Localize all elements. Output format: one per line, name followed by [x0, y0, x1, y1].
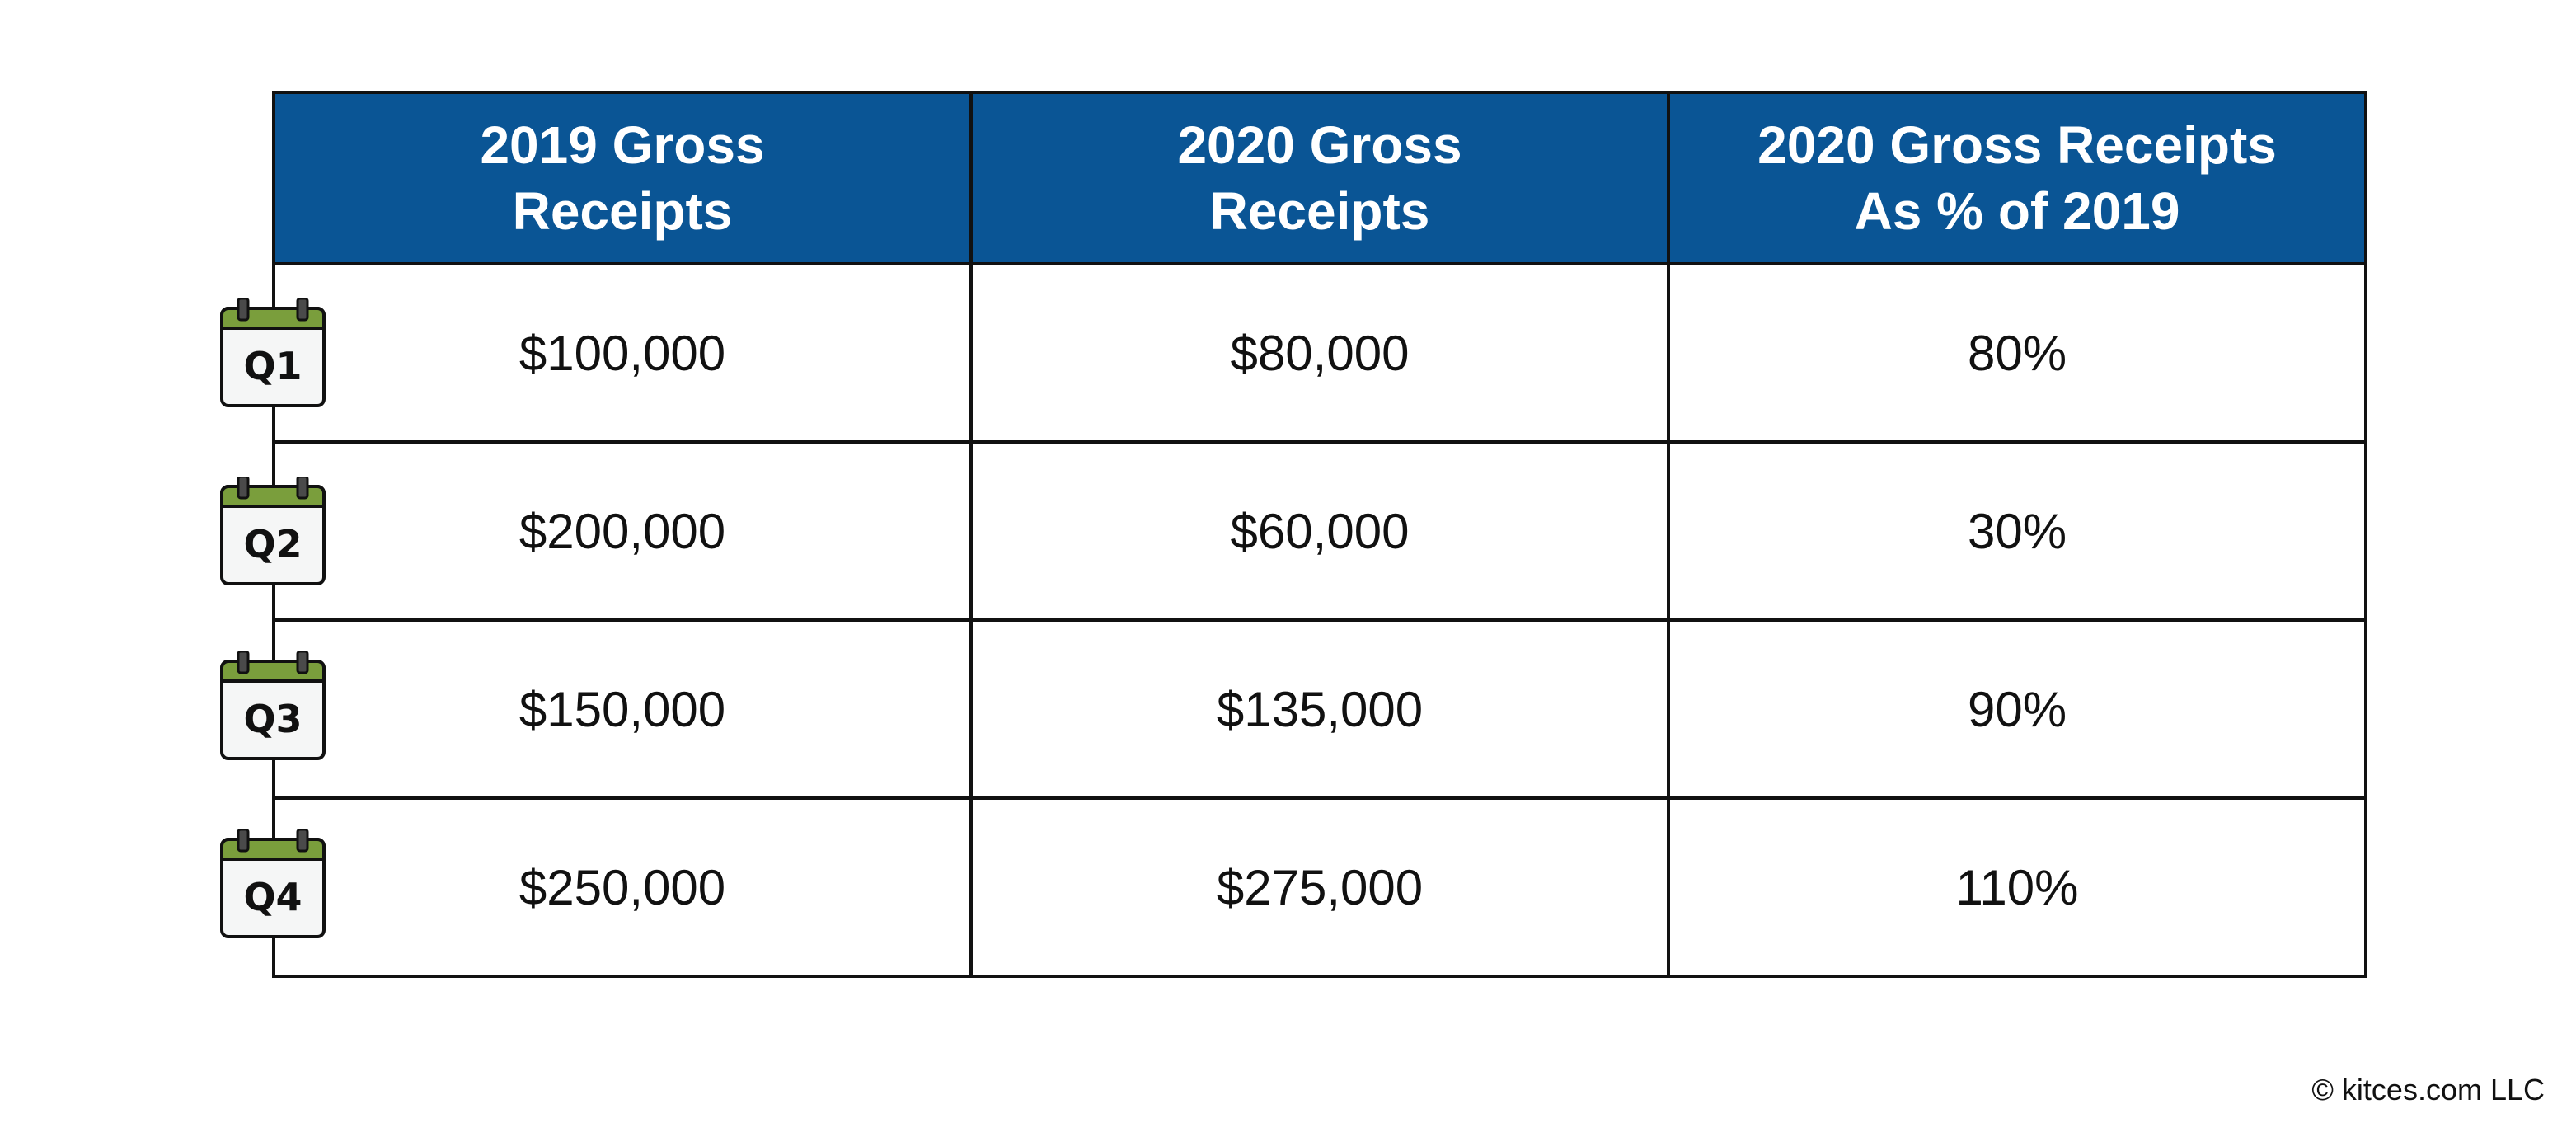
quarter-label: Q4: [243, 875, 303, 919]
cell-2019-receipts: $200,000: [272, 440, 973, 622]
table-row-q3: $150,000 $135,000 90%: [272, 618, 2367, 800]
table-header-row: 2019 Gross Receipts 2020 Gross Receipts …: [272, 91, 2367, 265]
header-2020-as-percent-of-2019: 2020 Gross Receipts As % of 2019: [1667, 91, 2367, 265]
copyright-notice: © kitces.com LLC: [2311, 1073, 2545, 1107]
cell-2020-receipts: $275,000: [969, 796, 1670, 978]
quarter-label: Q2: [243, 522, 303, 566]
quarter-label: Q1: [243, 344, 303, 388]
gross-receipts-table: 2019 Gross Receipts 2020 Gross Receipts …: [272, 91, 2367, 978]
cell-2019-receipts: $250,000: [272, 796, 973, 978]
table-row-q4: $250,000 $275,000 110%: [272, 796, 2367, 978]
receipts-table-container: 2019 Gross Receipts 2020 Gross Receipts …: [272, 91, 2367, 978]
calendar-icon: Q3: [220, 651, 326, 762]
cell-percent-of-2019: 110%: [1667, 796, 2367, 978]
cell-2019-receipts: $150,000: [272, 618, 973, 800]
cell-2020-receipts: $135,000: [969, 618, 1670, 800]
header-2019-gross-receipts: 2019 Gross Receipts: [272, 91, 973, 265]
quarter-label: Q3: [243, 697, 303, 741]
cell-percent-of-2019: 80%: [1667, 262, 2367, 444]
table-row-q2: $200,000 $60,000 30%: [272, 440, 2367, 622]
table-row-q1: $100,000 $80,000 80%: [272, 262, 2367, 444]
calendar-icon: Q4: [220, 829, 326, 940]
cell-2019-receipts: $100,000: [272, 262, 973, 444]
cell-2020-receipts: $80,000: [969, 262, 1670, 444]
header-2020-gross-receipts: 2020 Gross Receipts: [969, 91, 1670, 265]
calendar-icon: Q2: [220, 477, 326, 587]
cell-percent-of-2019: 30%: [1667, 440, 2367, 622]
cell-2020-receipts: $60,000: [969, 440, 1670, 622]
cell-percent-of-2019: 90%: [1667, 618, 2367, 800]
calendar-icon: Q1: [220, 298, 326, 409]
